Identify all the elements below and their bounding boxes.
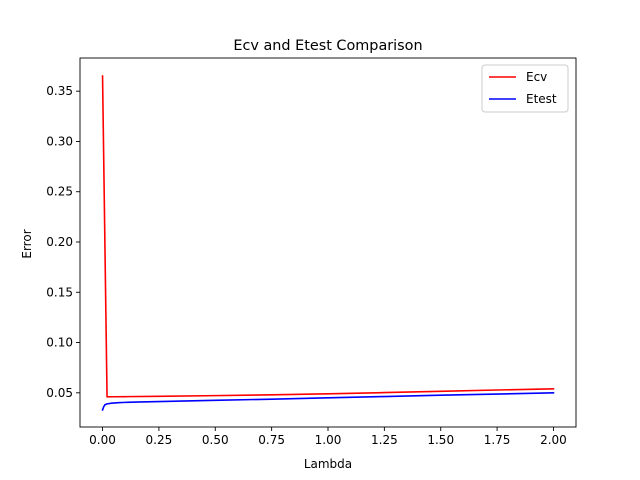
series-line-etest [101, 391, 555, 411]
legend: Ecv Etest [481, 64, 569, 113]
x-tick-label: 0.00 [89, 433, 116, 447]
y-tick-label: 0.25 [46, 185, 73, 199]
x-tick-label: 0.25 [146, 433, 173, 447]
y-tick-label: 0.10 [46, 336, 73, 350]
y-tick-label: 0.20 [46, 235, 73, 249]
legend-label-ecv: Ecv [526, 70, 547, 84]
x-tick-label: 1.25 [371, 433, 398, 447]
y-tick-label: 0.05 [46, 386, 73, 400]
x-tick-label: 1.00 [315, 433, 342, 447]
y-tick-label: 0.15 [46, 285, 73, 299]
x-tick-label: 1.50 [427, 433, 454, 447]
chart-title: Ecv and Etest Comparison [233, 38, 422, 54]
x-tick-label: 2.00 [540, 433, 567, 447]
x-tick-label: 0.50 [202, 433, 229, 447]
legend-label-etest: Etest [526, 92, 557, 106]
x-tick-label: 1.75 [484, 433, 511, 447]
series-line-ecv [101, 75, 555, 398]
y-tick-label: 0.30 [46, 134, 73, 148]
y-tick-label: 0.35 [46, 84, 73, 98]
x-tick-label: 0.75 [258, 433, 285, 447]
plot-area: 0.00 0.25 0.50 0.75 1.00 1.25 1.50 1.75 2.00 0.05… [46, 57, 577, 447]
y-axis-label: Error [20, 229, 34, 258]
x-axis-label: Lambda [304, 457, 352, 471]
